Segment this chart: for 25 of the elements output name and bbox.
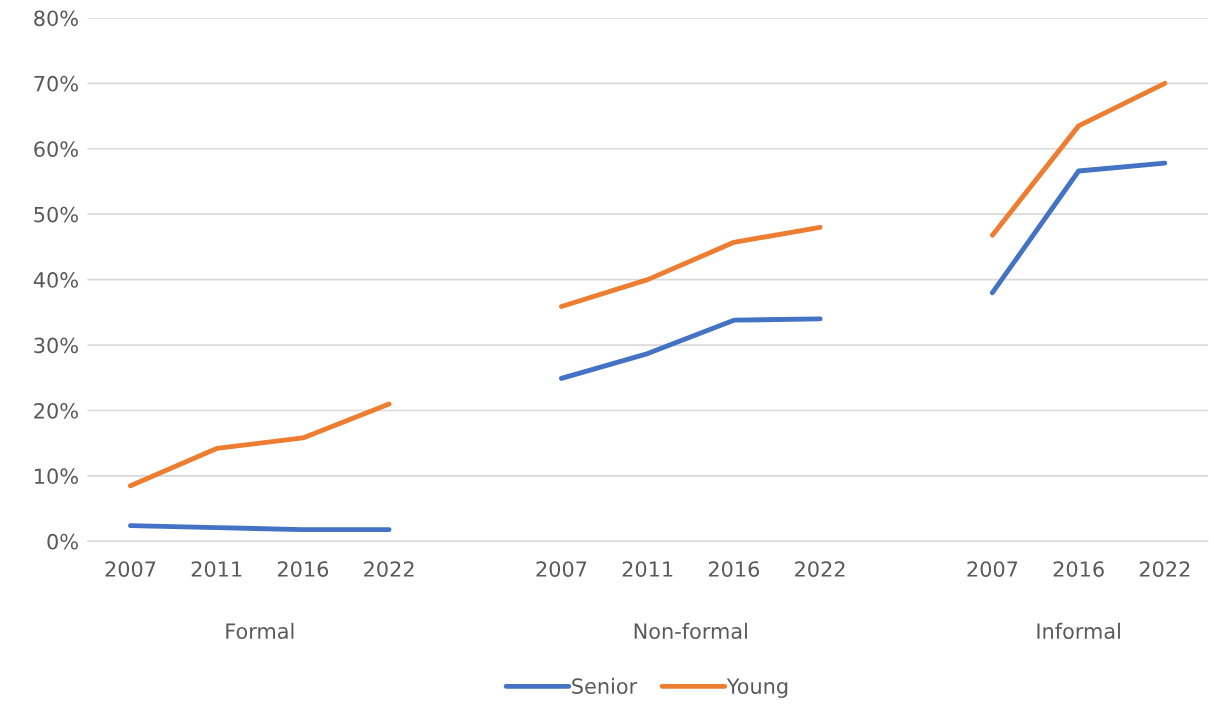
x-tick-label: 2007 <box>105 561 156 577</box>
x-tick-label: 2011 <box>622 561 673 577</box>
legend-label: Young <box>726 678 788 699</box>
x-tick-label: 2011 <box>191 561 242 577</box>
x-tick-label: 2022 <box>795 561 845 577</box>
y-tick-label: 0% <box>47 533 78 550</box>
y-tick-label: 10% <box>35 468 78 485</box>
x-tick-label: 2007 <box>967 561 1018 577</box>
text: Informal <box>1037 622 1120 639</box>
x-tick-label: 2007 <box>536 561 587 577</box>
y-tick-label: 30% <box>34 337 78 354</box>
y-tick-label: 70% <box>34 75 78 92</box>
y-tick-label: 50% <box>34 206 78 223</box>
text: Non-formal <box>634 622 747 639</box>
y-tick-label: 40% <box>33 272 78 288</box>
text: Formal <box>226 622 294 639</box>
y-tick-label: 20% <box>34 402 78 419</box>
x-tick-label: 2022 <box>364 561 414 577</box>
y-tick-label: 80% <box>34 10 78 27</box>
legend-label: Senior <box>572 677 638 694</box>
x-tick-label: 2022 <box>1139 561 1190 577</box>
x-tick-label: 2016 <box>708 561 760 577</box>
y-tick-label: 60% <box>34 141 78 157</box>
x-tick-label: 2016 <box>1053 561 1104 577</box>
x-tick-label: 2016 <box>277 561 329 577</box>
